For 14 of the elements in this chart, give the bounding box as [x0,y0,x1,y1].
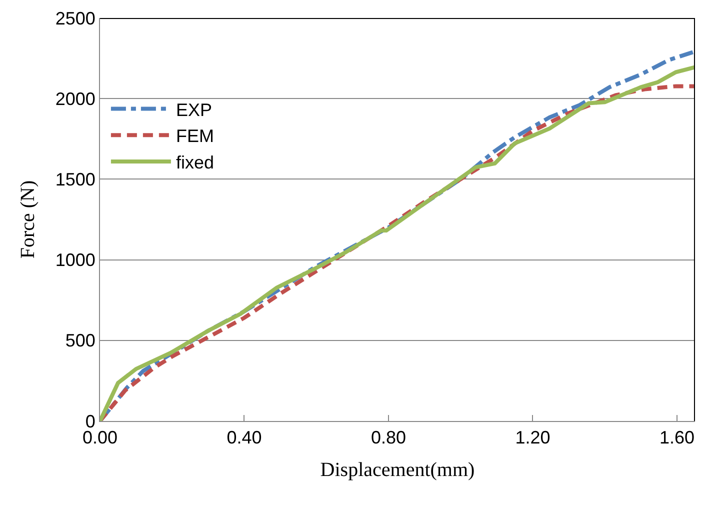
legend-label: FEM [176,126,214,146]
y-tick-label: 2000 [55,88,96,109]
x-tick-label: 0.80 [370,428,406,448]
y-tick-label: 500 [65,330,96,351]
y-axis-title: Force (N) [16,180,39,259]
x-tick-label: 1.60 [659,428,694,448]
legend-label: EXP [176,100,212,120]
y-tick-label: 2500 [55,8,96,28]
y-tick-label: 1000 [55,250,96,270]
x-axis-title: Displacement(mm) [320,459,475,482]
x-tick-label: 0.40 [226,428,262,448]
y-tick-label: 1500 [55,170,96,190]
legend-label: fixed [176,152,214,173]
x-tick-label: 1.20 [515,428,550,448]
